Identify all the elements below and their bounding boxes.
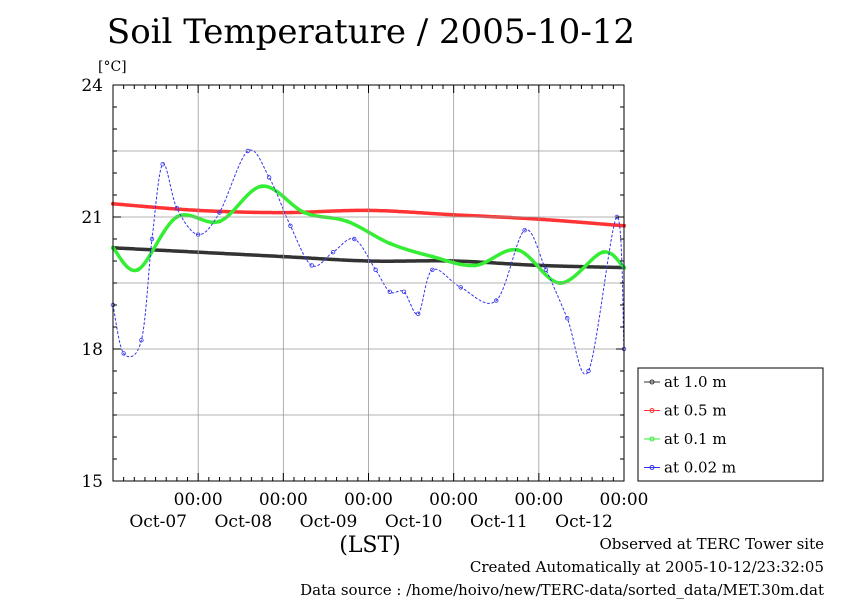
y-tick-label: 15 (81, 472, 103, 492)
legend-box (637, 367, 824, 482)
x-tick-date-label: Oct-08 (214, 512, 272, 532)
data-point (160, 161, 165, 167)
data-point (345, 219, 350, 224)
data-point (586, 368, 591, 374)
x-tick-time-label: 00:00 (344, 490, 393, 510)
x-tick-time-label: 00:00 (600, 490, 649, 510)
data-point (174, 205, 180, 211)
legend-label: at 0.02 m (664, 459, 736, 477)
y-tick-label: 24 (81, 76, 103, 96)
x-tick-date-label: Oct-11 (470, 512, 528, 532)
data-point (121, 351, 126, 356)
x-tick-date-label: Oct-07 (129, 512, 187, 532)
data-point (522, 227, 527, 233)
x-tick-time-label: 00:00 (174, 490, 223, 510)
x-tick-time-label: 00:00 (429, 490, 478, 510)
x-axis-label: (LST) (339, 533, 401, 558)
legend-label: at 1.0 m (664, 373, 727, 391)
data-point (302, 210, 307, 215)
y-tick-label: 18 (81, 340, 103, 360)
data-point (309, 263, 314, 268)
data-point (352, 236, 357, 242)
data-point (401, 289, 407, 294)
footer-created: Created Automatically at 2005-10-12/23:3… (469, 558, 824, 576)
legend-swatch-marker (649, 436, 655, 442)
data-point (565, 316, 570, 321)
data-point (387, 241, 392, 246)
data-point (373, 267, 378, 272)
data-point (260, 184, 265, 189)
legend-swatch-marker (649, 408, 655, 413)
data-point (217, 210, 222, 215)
x-tick-date-label: Oct-10 (385, 512, 443, 532)
axes: 1518212400:00Oct-0700:00Oct-0800:00Oct-0… (81, 76, 648, 532)
data-point (430, 254, 435, 259)
legend: at 1.0 m at 0.5 m at 0.1 m at 0.02 m (637, 367, 824, 482)
legend-label: at 0.1 m (664, 430, 727, 448)
data-point (135, 267, 140, 272)
data-point (430, 267, 435, 272)
chart-title: Soil Temperature / 2005-10-12 (106, 12, 636, 52)
legend-label: at 0.5 m (664, 402, 727, 420)
x-tick-time-label: 00:00 (259, 490, 308, 510)
legend-swatch-marker (649, 379, 655, 385)
data-point (149, 236, 155, 242)
y-tick-label: 21 (81, 208, 103, 228)
data-point (494, 298, 499, 303)
data-point (266, 175, 272, 180)
data-point (472, 263, 477, 268)
data-point (600, 250, 605, 255)
data-point (288, 223, 293, 228)
x-tick-date-label: Oct-09 (300, 512, 358, 532)
data-point (543, 267, 549, 272)
x-tick-time-label: 00:00 (514, 490, 563, 510)
data-point (139, 338, 144, 343)
x-tick-date-label: Oct-12 (555, 512, 613, 532)
footer-observed: Observed at TERC Tower site (599, 535, 824, 553)
y-unit-label: [°C] (98, 59, 127, 75)
legend-item: at 0.5 m (644, 402, 727, 420)
data-point (387, 289, 392, 294)
footer-source: Data source : /home/hoivo/new/TERC-data/… (300, 581, 824, 599)
data-point (330, 249, 336, 255)
data-point (415, 311, 421, 316)
legend-swatch-marker (649, 465, 655, 470)
legend-item: at 0.1 m (644, 430, 727, 448)
legend-item: at 0.02 m (644, 459, 736, 477)
data-point (458, 285, 463, 290)
data-point (217, 219, 222, 224)
legend-item: at 1.0 m (644, 373, 727, 391)
